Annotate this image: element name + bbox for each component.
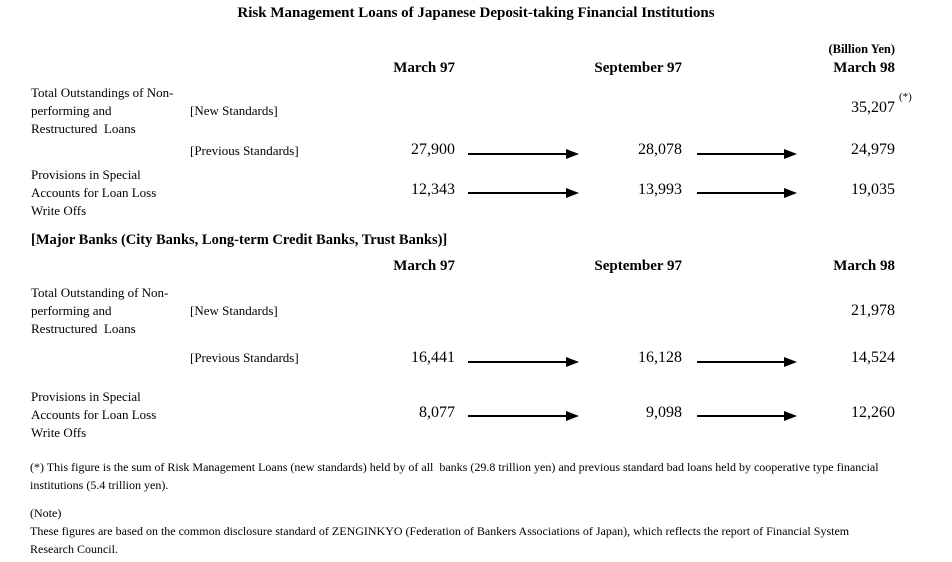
sec2-outstandings-label-line3: Restructured Loans xyxy=(31,321,136,336)
sec2-provisions-march97-value: 8,077 xyxy=(419,404,455,421)
footnote-star-line2: institutions (5.4 trillion yen). xyxy=(30,478,169,492)
sec2-provisions-september97-value: 9,098 xyxy=(646,404,682,421)
major-banks-section-heading: [Major Banks (City Banks, Long-term Cred… xyxy=(31,232,448,248)
note-label: (Note) xyxy=(30,506,62,520)
sec2-provisions-label-line3: Write Offs xyxy=(31,425,87,440)
column-header-september97-sec2: September 97 xyxy=(594,258,682,274)
sec1-previous-march97-value: 27,900 xyxy=(411,141,455,158)
sec2-provisions-march98-value: 12,260 xyxy=(851,404,895,421)
sec2-new-standards-label: [New Standards] xyxy=(190,303,278,318)
trend-arrow-icon xyxy=(468,411,579,421)
column-header-september97-sec1: September 97 xyxy=(594,60,682,76)
sec1-provisions-march97-value: 12,343 xyxy=(411,181,455,198)
column-header-march98-sec2: March 98 xyxy=(833,258,895,274)
trend-arrow-icon xyxy=(697,357,797,367)
sec1-previous-standards-label: [Previous Standards] xyxy=(190,143,299,158)
sec1-provisions-september97-value: 13,993 xyxy=(638,181,682,198)
note-line2: Research Council. xyxy=(30,542,118,556)
footnote-star-mark: (*) xyxy=(899,91,912,103)
sec1-provisions-label-line3: Write Offs xyxy=(31,203,87,218)
footnote-star-line1: (*) This figure is the sum of Risk Manag… xyxy=(30,460,879,474)
trend-arrow-icon xyxy=(468,149,579,159)
trend-arrow-icon xyxy=(468,188,579,198)
sec1-new-standards-label: [New Standards] xyxy=(190,103,278,118)
sec2-previous-march97-value: 16,441 xyxy=(411,349,455,366)
note-line1: These figures are based on the common di… xyxy=(30,524,850,538)
trend-arrow-icon xyxy=(697,188,797,198)
trend-arrow-icon xyxy=(697,411,797,421)
sec2-outstandings-label-line2: performing and xyxy=(31,303,112,318)
sec1-provisions-label-line1: Provisions in Special xyxy=(31,167,141,182)
sec1-outstandings-label-line1: Total Outstandings of Non- xyxy=(31,85,174,100)
sec1-provisions-label-line2: Accounts for Loan Loss xyxy=(31,185,157,200)
sec2-provisions-label-line2: Accounts for Loan Loss xyxy=(31,407,157,422)
sec1-outstandings-label-line2: performing and xyxy=(31,103,112,118)
column-header-march97-sec2: March 97 xyxy=(393,258,455,274)
trend-arrow-icon xyxy=(697,149,797,159)
sec2-previous-march98-value: 14,524 xyxy=(851,349,895,366)
sec2-provisions-label-line1: Provisions in Special xyxy=(31,389,141,404)
sec1-outstandings-label-line3: Restructured Loans xyxy=(31,121,136,136)
sec2-outstandings-label-line1: Total Outstanding of Non- xyxy=(31,285,169,300)
column-header-march97-sec1: March 97 xyxy=(393,60,455,76)
sec1-previous-september97-value: 28,078 xyxy=(638,141,682,158)
unit-label: (Billion Yen) xyxy=(828,42,895,56)
sec2-previous-september97-value: 16,128 xyxy=(638,349,682,366)
sec2-outstandings-march98-value: 21,978 xyxy=(851,302,895,319)
sec1-provisions-march98-value: 19,035 xyxy=(851,181,895,198)
sec1-outstandings-march98-value: 35,207 xyxy=(851,99,895,116)
trend-arrow-icon xyxy=(468,357,579,367)
sec2-previous-standards-label: [Previous Standards] xyxy=(190,350,299,365)
column-header-march98-sec1: March 98 xyxy=(833,60,895,76)
sec1-previous-march98-value: 24,979 xyxy=(851,141,895,158)
page-title: Risk Management Loans of Japanese Deposi… xyxy=(237,5,715,21)
